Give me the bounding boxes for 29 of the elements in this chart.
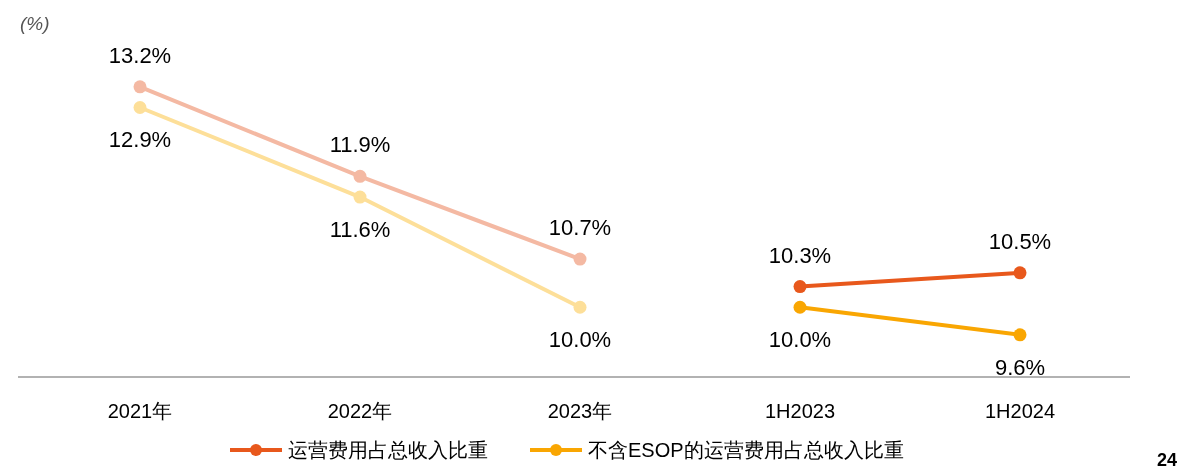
y-axis-title: (%) xyxy=(20,13,50,34)
point xyxy=(1013,266,1027,280)
point xyxy=(793,300,807,314)
point xyxy=(133,80,147,94)
x-tick-label: 2022年 xyxy=(327,400,393,422)
data-label: 10.0% xyxy=(768,327,832,353)
x-tick-label: 2021年 xyxy=(107,400,173,422)
point xyxy=(1013,328,1027,342)
data-label: 12.9% xyxy=(108,127,172,153)
x-tick-label: 1H2023 xyxy=(764,400,836,422)
data-label: 13.2% xyxy=(108,42,172,68)
data-label: 11.6% xyxy=(329,217,391,243)
data-label: 10.5% xyxy=(988,228,1052,254)
point xyxy=(353,169,367,183)
point xyxy=(573,252,587,266)
data-label: 11.9% xyxy=(329,132,391,158)
legend-label: 运营费用占总收入比重 xyxy=(288,439,488,461)
point xyxy=(133,100,147,114)
data-label: 10.7% xyxy=(548,215,612,241)
point xyxy=(793,280,807,294)
x-tick-label: 2023年 xyxy=(547,400,613,422)
point xyxy=(573,300,587,314)
data-label: 10.0% xyxy=(548,327,612,353)
text: 24 xyxy=(1156,450,1177,470)
point xyxy=(353,190,367,204)
data-label: 10.3% xyxy=(768,242,832,268)
x-tick-label: 1H2024 xyxy=(984,400,1056,422)
data-label: 9.6% xyxy=(994,354,1046,380)
legend-label: 不含ESOP的运营费用占总收入比重 xyxy=(588,439,904,461)
